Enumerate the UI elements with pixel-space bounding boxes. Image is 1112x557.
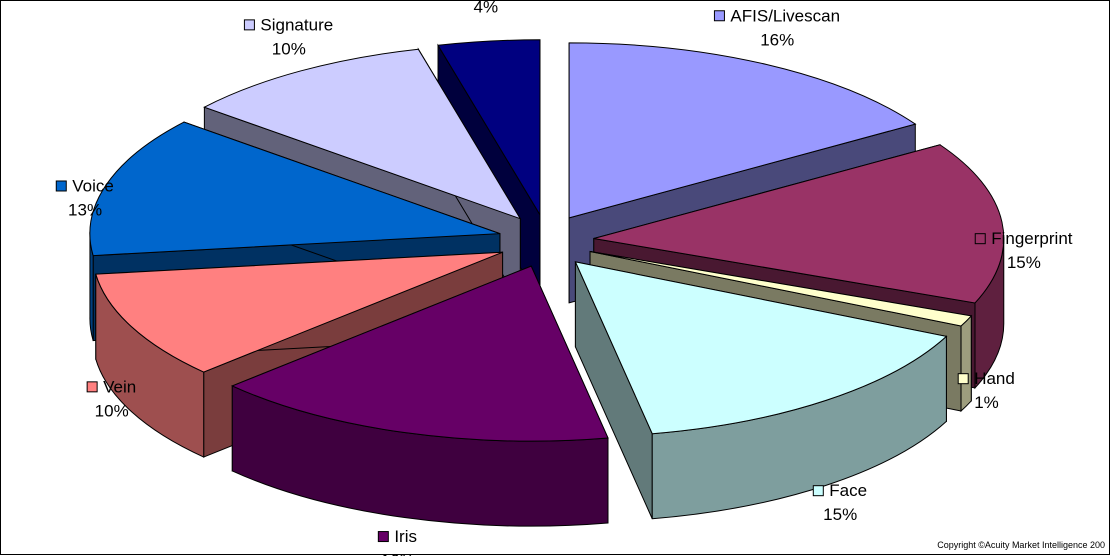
data-label-face: Face 15% (812, 481, 867, 524)
legend-swatch-face (812, 485, 824, 497)
data-label-other: Other4% (474, 1, 499, 16)
label-name-afis-livescan: AFIS/Livescan (730, 6, 840, 25)
data-label-signature: Signature 10% (243, 15, 333, 58)
label-value-iris: 16% (381, 551, 415, 556)
label-name-hand: Hand (974, 369, 1015, 388)
label-name-signature: Signature (260, 15, 333, 34)
label-name-voice: Voice (72, 176, 114, 195)
labels-layer: AFIS/Livescan 16% Fingerprint 15% Hand 1% Face… (55, 1, 1073, 556)
data-label-vein: Vein 10% (86, 377, 136, 420)
label-name-face: Face (829, 481, 867, 500)
data-label-fingerprint: Fingerprint 15% (974, 229, 1073, 272)
legend-swatch-iris (377, 531, 389, 543)
slices-layer (89, 39, 1005, 527)
label-value-fingerprint: 15% (1007, 253, 1041, 272)
legend-swatch-voice (55, 180, 67, 192)
label-value-hand: 1% (974, 393, 999, 412)
label-value-face: 15% (823, 505, 857, 524)
legend-swatch-fingerprint (974, 233, 986, 245)
label-value-afis-livescan: 16% (760, 30, 794, 49)
label-name-vein: Vein (103, 377, 136, 396)
data-label-voice: Voice 13% (55, 176, 114, 219)
legend-swatch-vein (86, 381, 98, 393)
pie-slice-iris (231, 265, 609, 527)
label-name-iris: Iris (394, 527, 417, 546)
copyright-text: Copyright ©Acuity Market Intelligence 20… (937, 540, 1105, 550)
pie-slice-face (574, 261, 948, 520)
legend-swatch-signature (243, 19, 255, 31)
label-value-signature: 10% (272, 39, 306, 58)
label-value-other: 4% (474, 1, 499, 16)
label-value-voice: 13% (68, 200, 102, 219)
legend-swatch-hand (957, 373, 969, 385)
label-value-vein: 10% (95, 401, 129, 420)
label-name-fingerprint: Fingerprint (991, 229, 1073, 248)
data-label-iris: Iris 16% (377, 527, 417, 556)
data-label-hand: Hand 1% (957, 369, 1015, 412)
data-label-afis-livescan: AFIS/Livescan 16% (713, 6, 840, 49)
legend-swatch-afis-livescan (713, 10, 725, 22)
